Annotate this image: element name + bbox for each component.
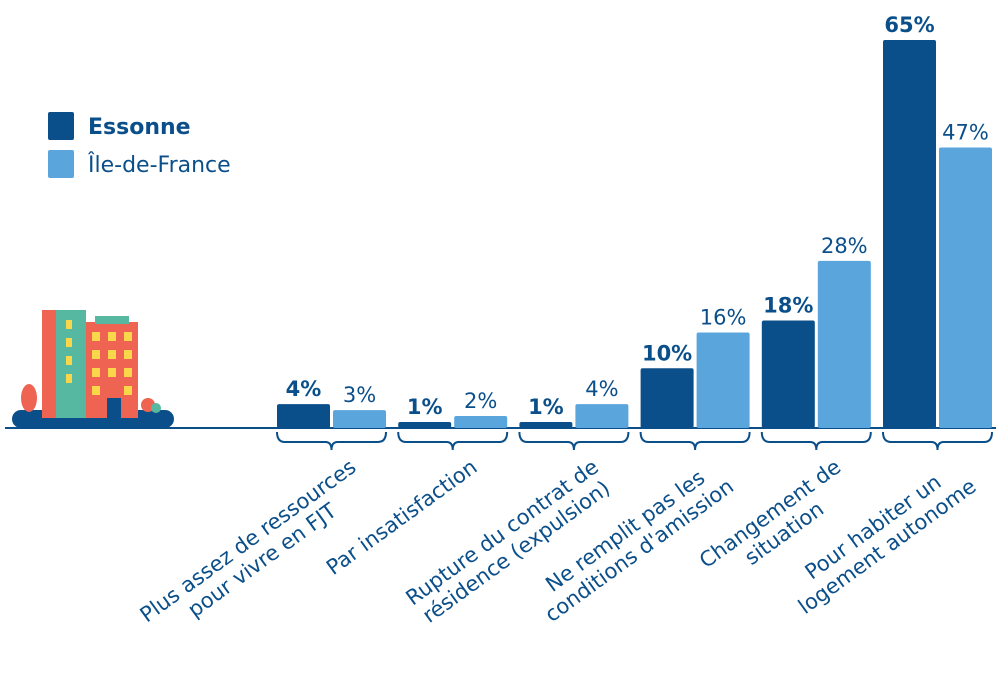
- bar: [519, 422, 573, 428]
- category-brace: [276, 431, 387, 451]
- value-label: 16%: [700, 305, 747, 329]
- category-brace: [639, 431, 751, 451]
- legend-swatch: [48, 150, 74, 178]
- value-label: 3%: [343, 383, 376, 407]
- bar: [333, 410, 386, 428]
- legend-label: Essonne: [88, 115, 191, 140]
- category-brace: [518, 431, 630, 451]
- bar: [883, 40, 936, 428]
- bar: [761, 320, 815, 428]
- value-label: 1%: [407, 395, 443, 419]
- value-label: 28%: [821, 234, 868, 258]
- bar: [696, 332, 750, 428]
- legend-label: Île-de-France: [87, 152, 231, 178]
- value-label: 4%: [286, 377, 322, 401]
- legend-swatch: [48, 112, 74, 140]
- bar: [454, 416, 508, 428]
- bar: [277, 404, 330, 428]
- value-label: 1%: [528, 395, 564, 419]
- category-brace: [760, 431, 872, 451]
- bar: [939, 147, 992, 428]
- value-label: 4%: [585, 377, 618, 401]
- building-illustration: [12, 310, 174, 428]
- value-label: 65%: [884, 13, 934, 37]
- bar: [398, 422, 452, 428]
- bar: [575, 404, 629, 428]
- bar: [640, 368, 694, 428]
- value-label: 47%: [942, 120, 989, 144]
- value-label: 10%: [642, 341, 692, 365]
- category-brace: [882, 431, 993, 451]
- bar: [817, 260, 871, 428]
- value-label: 2%: [464, 389, 497, 413]
- value-label: 18%: [763, 294, 813, 318]
- category-brace: [397, 431, 509, 451]
